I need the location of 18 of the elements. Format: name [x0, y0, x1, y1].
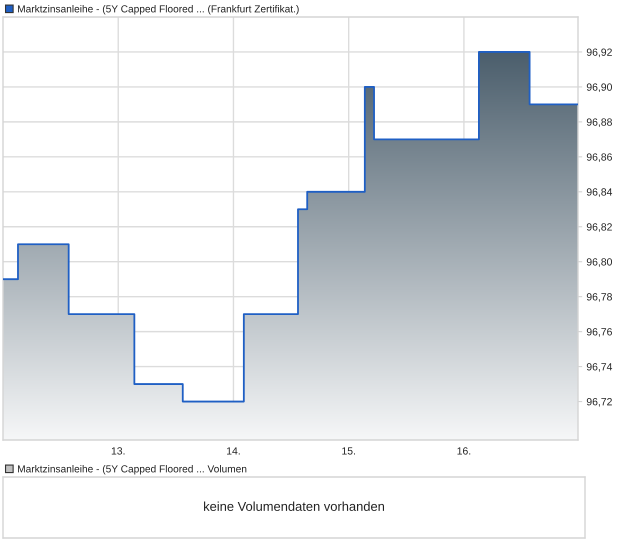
x-tick-label: 16.: [457, 447, 470, 455]
y-tick-label: 96,80: [586, 258, 612, 267]
text: keine Volumendaten vorhanden: [204, 501, 384, 511]
y-tick-label: 96,88: [586, 118, 612, 127]
y-tick-label: 96,76: [586, 328, 612, 337]
y-tick-label: 96,74: [586, 363, 612, 372]
y-tick-label: 96,86: [586, 153, 612, 162]
y-tick-label: 96,90: [586, 83, 612, 92]
y-tick-label: 96,84: [586, 188, 612, 197]
y-tick-label: 96,92: [586, 48, 612, 58]
legend-label: Marktzinsanleihe - (5Y Capped Floored ... (Frankfurt Zertifikat.): [18, 5, 299, 14]
x-tick-label: 13.: [112, 447, 125, 455]
x-tick-label: 15.: [342, 447, 355, 455]
x-tick-label: 14.: [227, 447, 240, 454]
y-tick-label: 96,72: [586, 398, 612, 407]
y-tick-label: 96,78: [586, 293, 612, 302]
y-tick-label: 96,82: [586, 223, 612, 232]
legend-label: Marktzinsanleihe - (5Y Capped Floored ... Volumen: [18, 465, 246, 474]
